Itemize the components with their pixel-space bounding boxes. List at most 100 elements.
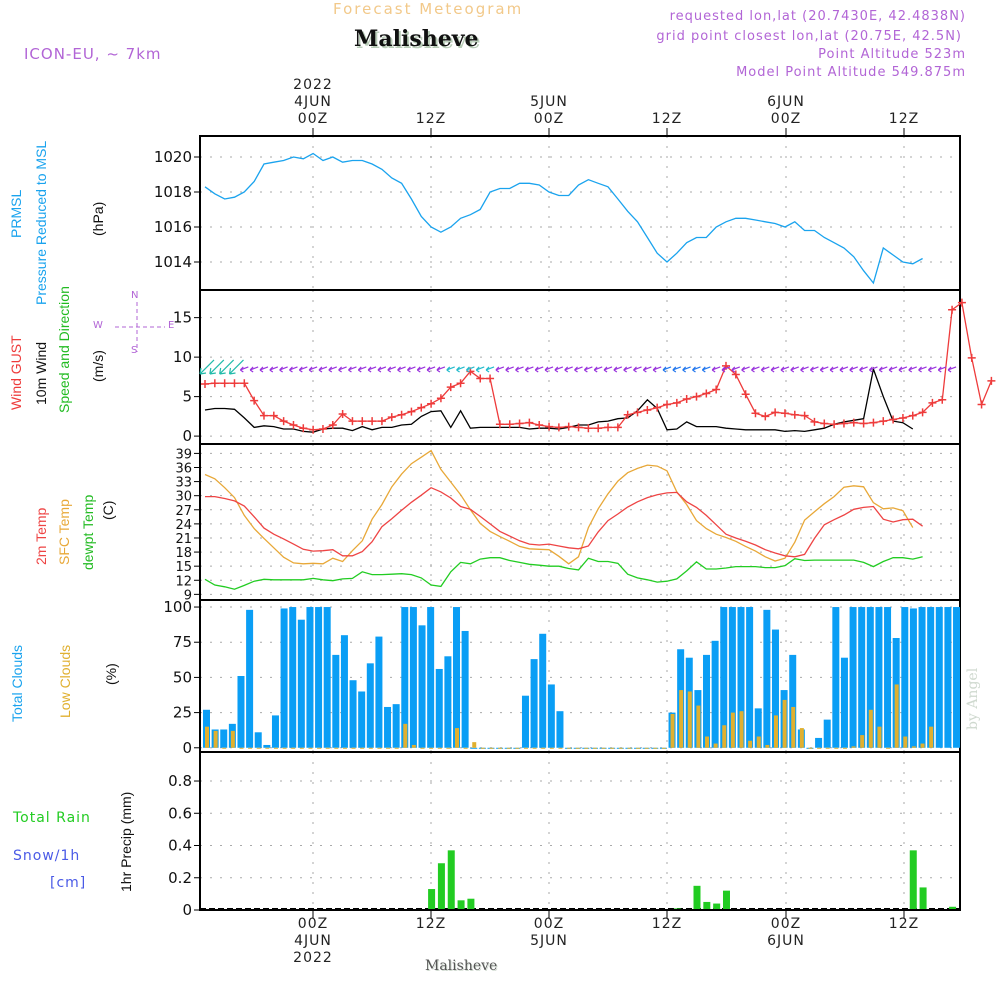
low-cloud-bar [248,747,253,749]
gust-marker [977,400,986,409]
total-cloud-bar [470,747,478,749]
low-cloud-bar [386,747,391,749]
wind-direction-arrow [731,366,741,373]
low-cloud-bar [222,747,227,749]
gust-marker [564,422,573,431]
y-tick-label: 36 [175,461,192,476]
time-tick-label: 00Z 4JUN 2022 [293,916,333,966]
gust-marker [220,379,229,388]
low-cloud-bar [334,747,339,749]
low-cloud-bar [834,747,839,749]
low-cloud-bar [291,747,296,749]
grid-point-coords: grid point closest lon,lat (20.75E, 42.5… [656,29,962,44]
low-cloud-bar [377,747,382,749]
rain-bar [722,890,730,909]
wind-direction-arrow [770,366,780,373]
y-tick-label: 100 [163,598,192,616]
total-cloud-bar [453,607,461,748]
total-cloud-bar [392,704,400,748]
low-cloud-bar [842,747,847,749]
total-cloud-bar [323,607,331,748]
wind-direction-arrow [800,366,809,373]
low-cloud-bar [782,699,787,748]
low-cloud-bar [705,736,710,748]
wind-direction-arrow [613,366,623,373]
sfc-temp-line [204,449,914,565]
total-cloud-bar [935,607,943,748]
low-cloud-bar [679,690,684,748]
low-cloud-bar [730,712,735,748]
gust-marker [259,411,268,420]
total-cloud-bar [332,654,340,748]
wind-direction-arrow [908,366,917,373]
low-cloud-bar [636,747,641,749]
gust-marker [210,379,219,388]
gust-marker [358,417,367,426]
rain-bar [713,903,721,909]
location-name: Malisheve [354,26,479,52]
gust-marker [574,423,583,432]
total-cloud-bar [297,619,305,748]
wind-direction-arrow [338,366,347,373]
low-cloud-bar [894,684,899,748]
wind-gust-line [204,301,993,431]
y-tick-label: 1018 [154,183,192,201]
wind-direction-arrow [367,366,377,373]
gust-marker [397,410,406,419]
gust-marker [889,415,898,424]
wind-direction-arrow [239,366,249,373]
compass-e: E [168,320,175,331]
total-cloud-bar [461,630,469,748]
gust-marker [751,409,760,418]
total-cloud-bar [435,668,443,748]
gust-marker [584,424,593,433]
gust-marker [387,413,396,422]
total-cloud-bar [884,607,892,748]
wind-direction-arrow [682,366,691,373]
time-tick-label: 12Z [415,111,447,127]
total-cloud-bar [418,625,426,748]
gust-marker [908,411,917,420]
low-cloud-bar [627,747,632,749]
low-cloud-bar [756,736,761,748]
gust-marker [712,385,721,394]
gust-marker [987,376,996,385]
time-tick-label: 00Z 5JUN [530,916,568,949]
gust-marker [702,389,711,398]
rain-bar [428,889,436,909]
low-cloud-bar [549,747,554,749]
model-altitude: Model Point Altitude 549.875m [736,65,966,80]
wind-direction-arrow [436,366,446,373]
low-cloud-bar [480,747,485,749]
y-tick-label: 0 [182,901,192,919]
low-cloud-bar [463,747,468,749]
low-cloud-bar [558,747,563,749]
wind-direction-arrow [810,366,819,373]
low-cloud-bar [265,747,270,749]
wind-direction-arrow [701,366,711,373]
rain-bar [467,898,475,909]
low-cloud-bar [592,747,597,749]
wind-direction-arrow [937,366,947,373]
wind-direction-arrow [446,366,455,373]
total-cloud-bar [789,654,797,748]
total-cloud-bar [289,607,297,748]
gust-marker [780,409,789,418]
low-cloud-bar [403,723,408,748]
low-cloud-bar [256,747,261,749]
gust-marker [318,424,327,433]
gust-marker [299,424,308,433]
wind-direction-arrow [426,366,436,373]
wind-direction-arrow [357,366,367,373]
gust-marker [810,417,819,426]
total-cloud-bar [237,676,245,748]
total-cloud-bar [427,607,435,748]
low-cloud-bar [920,743,925,748]
gust-marker [761,412,770,421]
total-cloud-bar [340,635,348,748]
gust-marker [515,419,524,428]
total-cloud-bar [771,629,779,748]
gust-marker [820,419,829,428]
total-cloud-bar [246,609,254,748]
gust-marker [289,421,298,430]
